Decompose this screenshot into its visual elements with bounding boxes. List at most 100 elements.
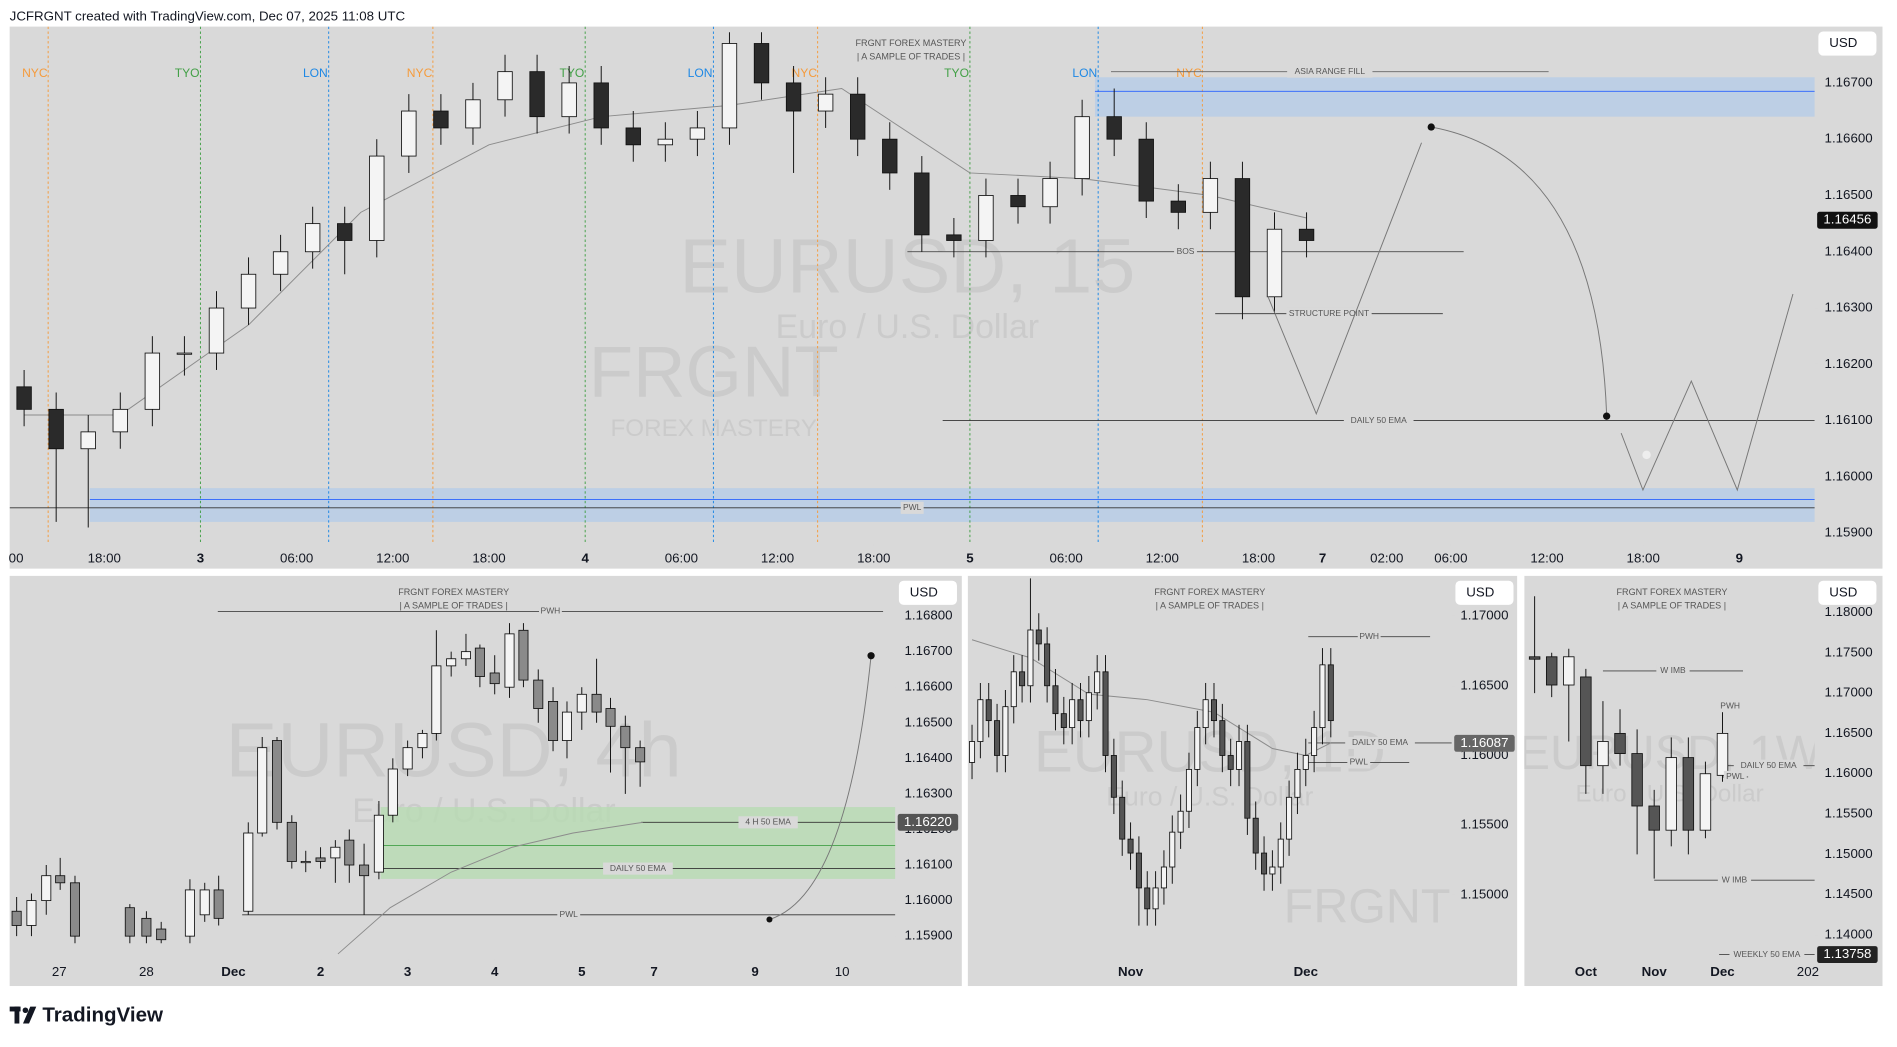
candle-body bbox=[1302, 755, 1309, 770]
candle-body bbox=[431, 665, 442, 734]
level-label: W IMB bbox=[1660, 665, 1686, 675]
watermark: Euro / U.S. Dollar bbox=[1106, 782, 1313, 812]
candle-body bbox=[1106, 116, 1122, 140]
candle-body bbox=[817, 93, 834, 112]
currency-label: USD bbox=[1829, 584, 1857, 599]
candle-body bbox=[141, 917, 152, 937]
candle-body bbox=[1545, 656, 1558, 686]
chart-panel: EURUSD, 4hEuro / U.S. DollarPWH4 H 50 EM… bbox=[9, 575, 962, 987]
anchor-dot bbox=[1427, 123, 1435, 131]
x-tick-label: 06:00 bbox=[665, 550, 698, 565]
x-tick-label: 7 bbox=[1319, 550, 1326, 565]
candle-body bbox=[11, 910, 22, 926]
currency-label: USD bbox=[910, 584, 938, 599]
projection-path bbox=[1620, 293, 1794, 492]
y-tick-label: 1.14000 bbox=[1825, 927, 1873, 942]
anchor-dot bbox=[1642, 450, 1651, 460]
candle-body bbox=[80, 431, 96, 450]
level-label-bg bbox=[1656, 664, 1690, 677]
y-tick-label: 1.16000 bbox=[1825, 765, 1873, 780]
candle-body bbox=[548, 701, 559, 741]
x-tick-label: Oct bbox=[1575, 964, 1598, 979]
x-tick-label: 9 bbox=[751, 964, 758, 979]
level-label: PWH bbox=[1359, 631, 1379, 641]
level-label-bg bbox=[738, 816, 798, 829]
x-tick-label: Dec bbox=[1294, 964, 1318, 979]
candle-body bbox=[994, 720, 1001, 756]
candle-body bbox=[1119, 796, 1126, 840]
x-tick-label: 06:00 bbox=[280, 550, 313, 565]
session-label: NYC bbox=[407, 66, 433, 80]
candle-body bbox=[785, 82, 802, 112]
candle-body bbox=[882, 138, 898, 174]
y-tick-label: 1.16700 bbox=[1825, 74, 1873, 89]
zone bbox=[1094, 77, 1815, 117]
candle-body bbox=[272, 251, 289, 275]
candle-body bbox=[1261, 852, 1268, 875]
candle-body bbox=[373, 814, 384, 873]
candle-body bbox=[620, 725, 631, 749]
candle-body bbox=[474, 647, 485, 677]
level-label-bg bbox=[1729, 948, 1805, 959]
candle-body bbox=[1094, 671, 1101, 694]
logo-part bbox=[22, 1007, 29, 1014]
drawings bbox=[766, 123, 1794, 923]
x-tick-label: 2 bbox=[317, 964, 324, 979]
candle-body bbox=[446, 658, 457, 667]
x-tick-label: 5 bbox=[966, 550, 974, 565]
y-tick-label: 1.16500 bbox=[1460, 677, 1508, 692]
candle-body bbox=[1177, 810, 1184, 833]
y-tick-label: 1.16400 bbox=[1825, 243, 1873, 258]
plot-area: EURUSD, 4hEuro / U.S. DollarPWH4 H 50 EM… bbox=[11, 605, 896, 955]
x-tick-label: 5 bbox=[578, 964, 586, 979]
x-tick-label: 18:00 bbox=[857, 550, 890, 565]
panel-background bbox=[967, 575, 1518, 987]
currency-box bbox=[1818, 580, 1877, 605]
candle-body bbox=[41, 875, 52, 902]
candle-body bbox=[689, 127, 706, 140]
candle-body bbox=[1077, 699, 1084, 722]
candle-body bbox=[1135, 852, 1142, 889]
candle-body bbox=[1219, 720, 1226, 756]
candle-body bbox=[369, 155, 385, 241]
chart-header: FRGNT FOREX MASTERY bbox=[398, 587, 509, 597]
candle-body bbox=[286, 821, 297, 862]
y-tick-label: 1.15900 bbox=[904, 928, 952, 943]
candle-body bbox=[985, 699, 992, 722]
candle-body bbox=[1069, 699, 1076, 729]
candle-body bbox=[271, 740, 283, 823]
candle-body bbox=[1327, 664, 1334, 722]
x-tick-label: 12:00 bbox=[376, 550, 409, 565]
chart-header: FRGNT FOREX MASTERY bbox=[1616, 587, 1727, 597]
candle-body bbox=[1236, 741, 1243, 770]
session-label: NYC bbox=[1176, 66, 1202, 80]
level-label-bg bbox=[603, 862, 673, 875]
candle-body bbox=[1202, 699, 1209, 729]
anchor-dot bbox=[766, 916, 773, 923]
candle-body bbox=[489, 672, 500, 685]
session-label: LON bbox=[688, 66, 713, 80]
x-tick-label: 18:00 bbox=[1242, 550, 1275, 565]
x-tick-label: 02:00 bbox=[1370, 550, 1403, 565]
candle-body bbox=[124, 907, 135, 937]
x-tick-label: 28 bbox=[139, 964, 154, 979]
chart-header: | A SAMPLE OF TRADES | bbox=[1618, 601, 1726, 611]
x-tick-label: Dec bbox=[221, 964, 245, 979]
level-label-bg bbox=[1723, 770, 1747, 784]
candle-body bbox=[1010, 195, 1026, 208]
level-label-bg bbox=[1287, 65, 1373, 78]
candle-body bbox=[1614, 732, 1626, 754]
footer-brand: TradingView bbox=[42, 1004, 164, 1027]
level-label: PWL bbox=[903, 502, 922, 512]
candle-body bbox=[1227, 755, 1234, 770]
anchor-dot bbox=[867, 652, 875, 660]
candle-body bbox=[257, 747, 268, 834]
y-tick-label: 1.14500 bbox=[1825, 886, 1873, 901]
x-tick-label: 00 bbox=[9, 550, 24, 565]
candle-body bbox=[1244, 741, 1251, 819]
candle-body bbox=[465, 99, 481, 129]
